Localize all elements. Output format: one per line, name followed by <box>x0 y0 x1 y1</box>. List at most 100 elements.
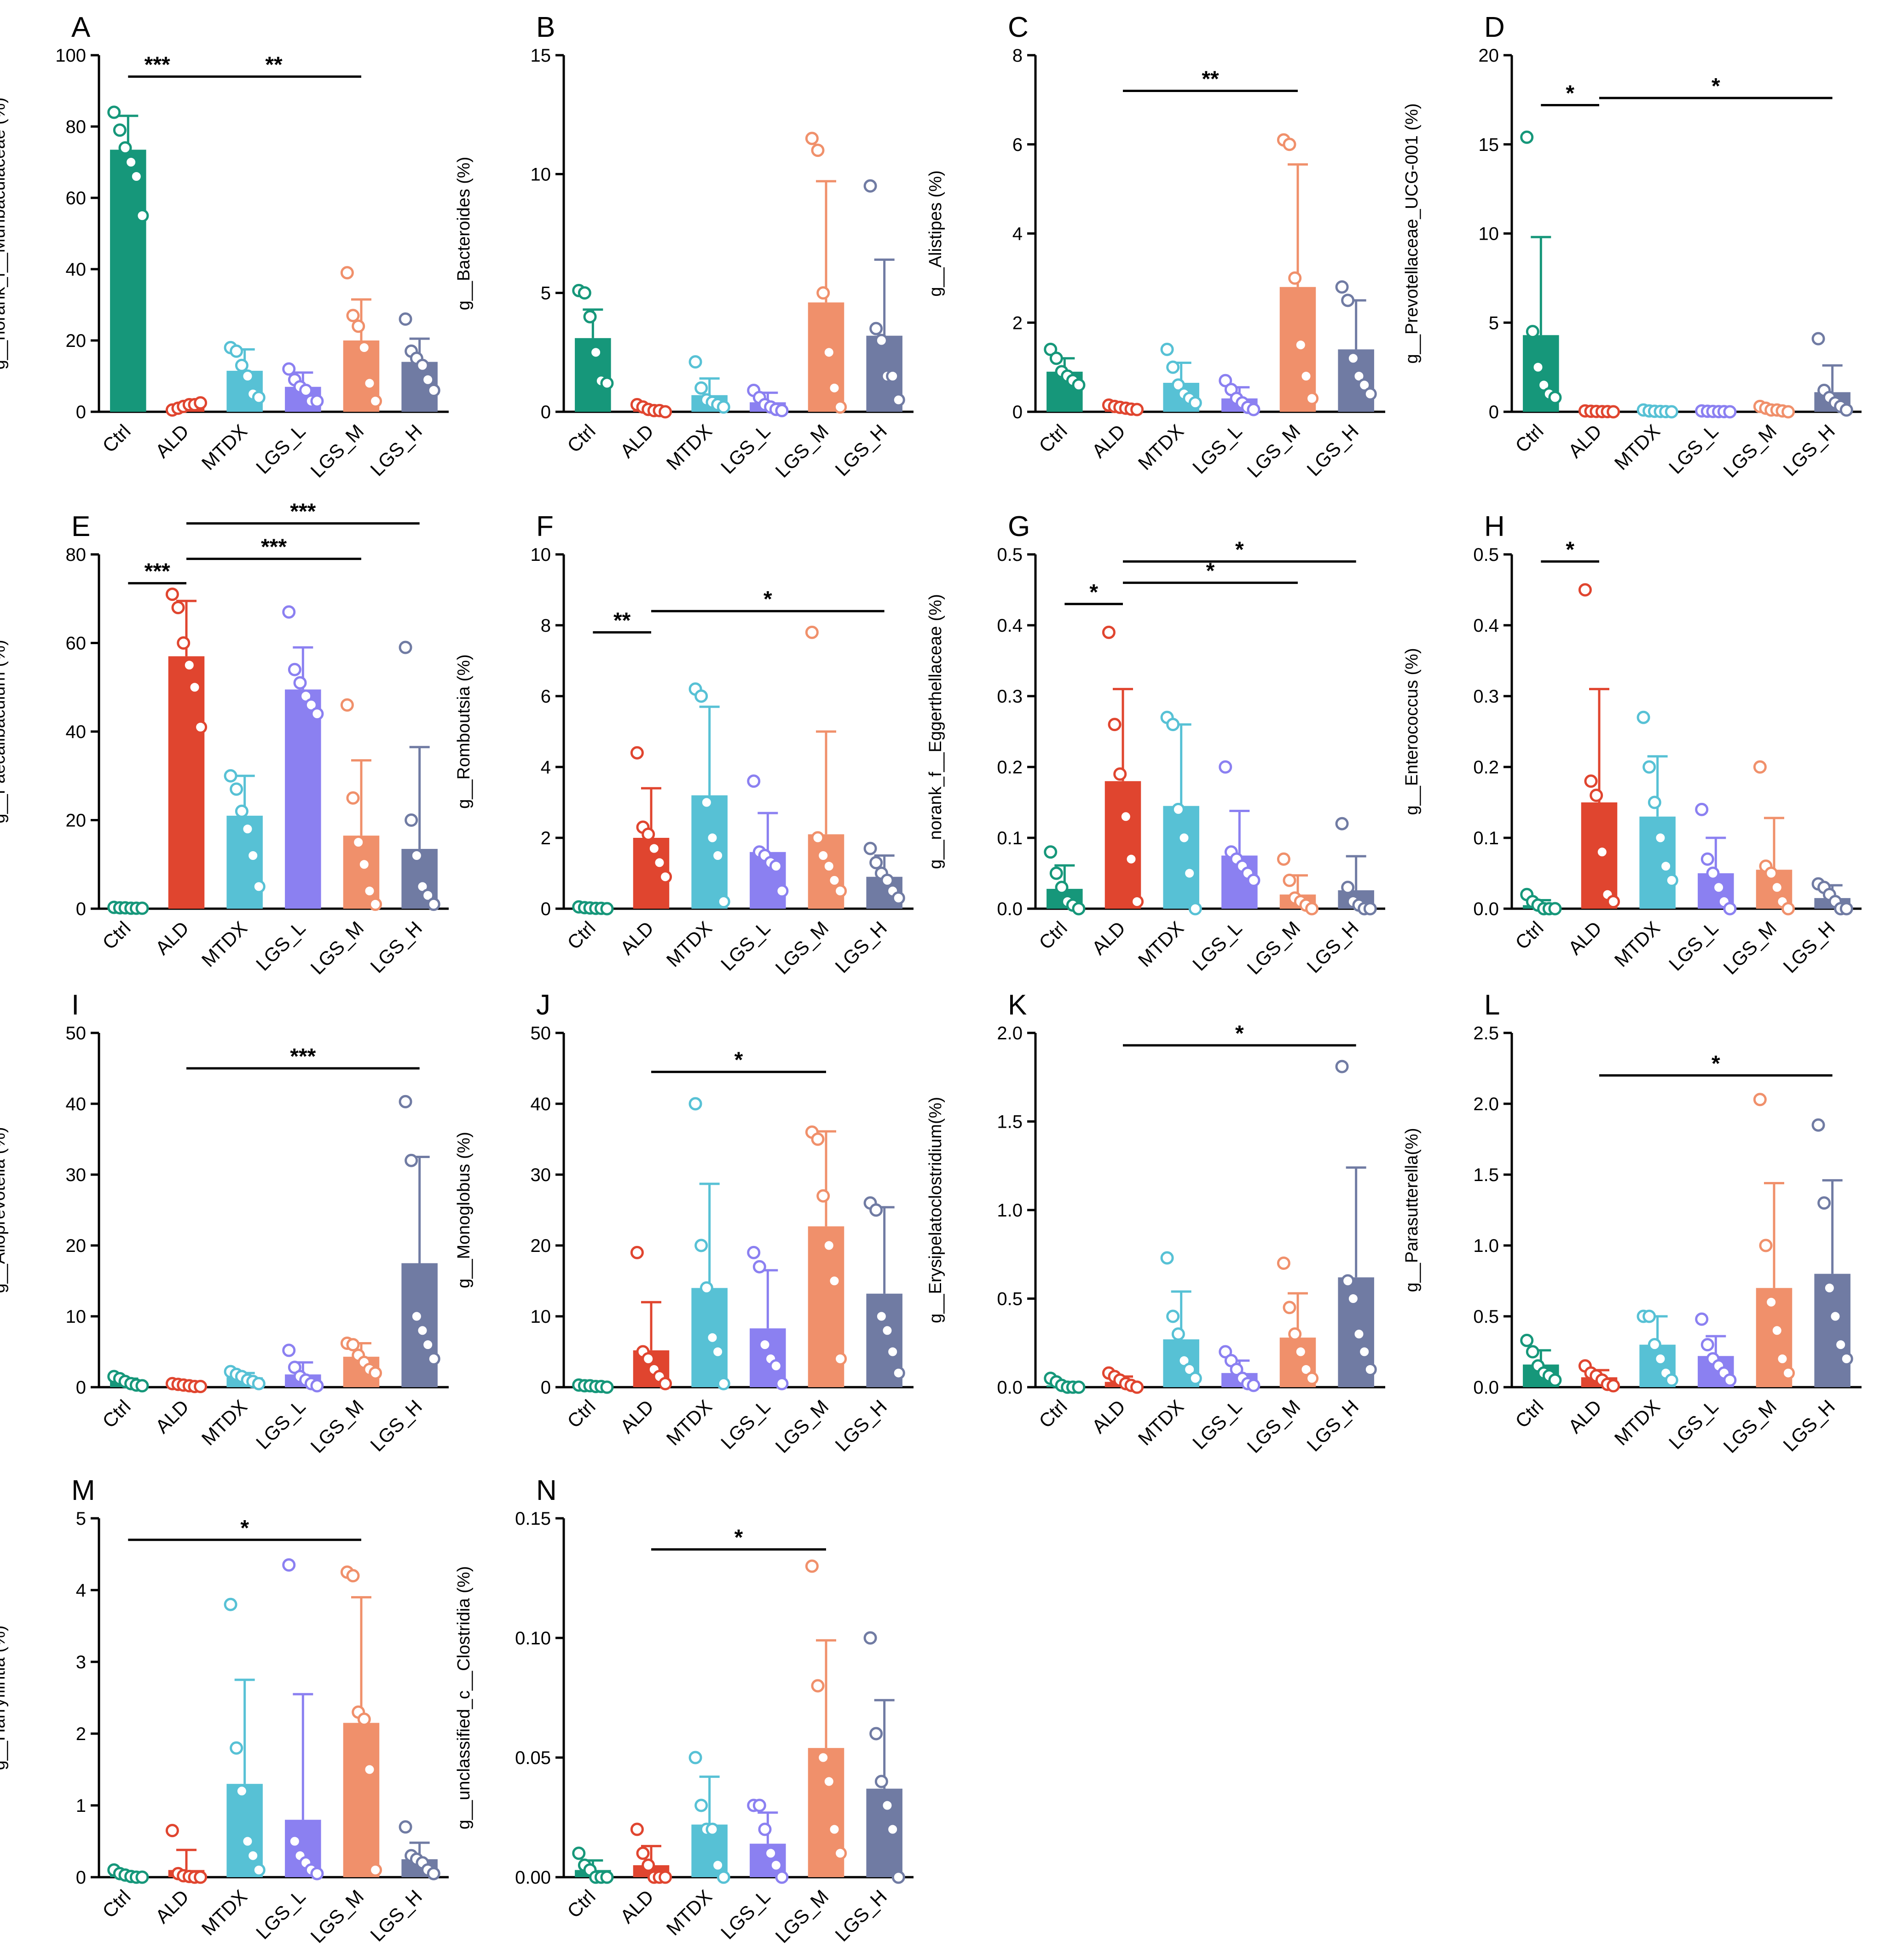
chart-k-y-tick-label: 1.0 <box>997 1200 1023 1221</box>
chart-j-data-point <box>827 1274 841 1288</box>
chart-h-data-point <box>1584 774 1598 788</box>
chart-i-data-point <box>399 1095 412 1108</box>
chart-g-data-point <box>1171 802 1185 816</box>
chart-a-y-tick-label: 40 <box>66 259 87 280</box>
chart-j: Jg__Monoglobus (%) 0 10 20 30 40 50 Ctrl ALD MTDX… <box>454 989 914 1457</box>
chart-f-data-point <box>769 859 783 873</box>
chart-c-data-point <box>1072 378 1086 392</box>
chart-f-data-point <box>827 873 841 887</box>
chart-k-data-point <box>1171 1327 1185 1341</box>
chart-l-x-tick-label: ALD <box>1564 1395 1606 1437</box>
chart-k-data-point <box>1072 1380 1086 1394</box>
chart-n-data-point <box>752 1799 766 1812</box>
chart-j-y-tick-label: 10 <box>531 1307 551 1327</box>
chart-k-data-point <box>1160 1251 1174 1265</box>
chart-h-data-point <box>1712 881 1726 894</box>
chart-b-data-point <box>816 286 830 300</box>
chart-l-data-point <box>1775 1352 1789 1366</box>
chart-a-x-tick-label: MTDX <box>197 420 251 474</box>
chart-f-data-point <box>811 831 825 845</box>
chart-h-data-point <box>1648 796 1661 809</box>
chart-d-y-tick-label: 5 <box>1489 313 1499 333</box>
chart-b-data-point <box>694 381 708 395</box>
chart-g-data-point <box>1305 902 1319 916</box>
chart-m-data-point <box>165 1824 179 1838</box>
chart-i-y-tick-label: 50 <box>66 1023 87 1043</box>
chart-n-x-tick-label: Ctrl <box>563 1885 599 1922</box>
chart-e-data-point <box>352 836 365 849</box>
chart-n-data-point <box>811 1679 825 1693</box>
chart-a-data-point <box>135 209 149 223</box>
chart-j-y-tick-label: 0 <box>541 1378 551 1398</box>
chart-l-data-point <box>1828 1309 1842 1323</box>
chart-m-data-point <box>357 1712 371 1726</box>
chart-g-x-tick-label: LGS_L <box>1188 917 1246 975</box>
chart-j-y-tick-label: 30 <box>531 1165 551 1185</box>
chart-i-x-tick-label: LGS_H <box>366 1395 426 1456</box>
chart-h: Hg__Enterococcus (%) 0.0 0.1 0.2 0.3 0.4 0.5 Ct… <box>1402 511 1862 979</box>
chart-k-data-point <box>1358 1345 1371 1359</box>
chart-e-x-tick-label: LGS_L <box>252 917 310 975</box>
chart-b-data-point <box>822 346 836 359</box>
chart-k-y-axis-label: g__Erysipelatoclostridium(%) <box>926 1097 945 1323</box>
chart-d-data-point <box>1811 332 1825 346</box>
chart-k-data-point <box>1335 1060 1349 1073</box>
chart-g-data-point <box>1108 718 1122 732</box>
chart-k-x-tick-label: LGS_H <box>1302 1395 1363 1456</box>
chart-l-data-point <box>1759 1239 1773 1252</box>
chart-g-data-point <box>1283 873 1296 887</box>
chart-c-y-tick-label: 4 <box>1012 224 1023 244</box>
chart-f-data-point <box>630 746 644 760</box>
chart-h-y-tick-label: 0.3 <box>1473 686 1499 707</box>
chart-l-data-point <box>1695 1312 1709 1326</box>
chart-h-data-point <box>1665 873 1678 887</box>
chart-h-data-point <box>1781 902 1795 916</box>
chart-l-data-point <box>1764 1295 1778 1309</box>
chart-m-data-point <box>230 1741 243 1755</box>
chart-j-data-point <box>775 1377 789 1390</box>
chart-n-data-point <box>833 1846 847 1860</box>
chart-k-data-point <box>1130 1380 1144 1394</box>
chart-l-data-point <box>1822 1281 1836 1295</box>
chart-e-data-point <box>304 698 318 712</box>
chart-k-y-tick-label: 1.5 <box>997 1112 1023 1132</box>
chart-g-significance-label: * <box>1235 537 1244 562</box>
chart-k-data-point <box>1219 1345 1232 1359</box>
chart-l-y-tick-label: 1.0 <box>1473 1236 1499 1256</box>
chart-b-data-point <box>578 286 591 300</box>
chart-g-y-tick-label: 0.0 <box>997 899 1023 919</box>
chart-c-y-tick-label: 6 <box>1012 135 1023 155</box>
chart-e-data-point <box>410 849 423 862</box>
chart-f-data-point <box>711 849 725 862</box>
chart-h-data-point <box>1642 760 1656 774</box>
chart-a-y-tick-label: 80 <box>66 117 87 137</box>
chart-n-data-point <box>827 1822 841 1836</box>
chart-d-y-axis-label: g__Prevotellaceae_UCG-001 (%) <box>1402 103 1422 363</box>
chart-m-data-point <box>369 1863 382 1877</box>
chart-e-data-point <box>171 601 185 614</box>
chart-i-x-tick-label: ALD <box>151 1395 193 1437</box>
chart-c-x-tick-label: LGS_M <box>1243 420 1304 482</box>
chart-j-x-tick-label: LGS_M <box>771 1395 833 1457</box>
chart-c-data-point <box>1219 374 1232 387</box>
chart-l-data-point <box>1834 1338 1848 1352</box>
chart-a-data-point <box>235 358 249 372</box>
chart-c-y-tick-label: 0 <box>1012 402 1023 422</box>
chart-c-data-point <box>1294 338 1307 352</box>
chart-b-x-tick-label: LGS_L <box>717 420 775 478</box>
chart-d-y-tick-label: 10 <box>1479 224 1499 244</box>
chart-b-data-point <box>863 179 877 193</box>
chart-j-x-tick-label: ALD <box>616 1395 658 1437</box>
chart-l-data-point <box>1526 1345 1539 1359</box>
chart-l-data-point <box>1548 1373 1562 1387</box>
chart-g-data-point <box>1113 767 1127 781</box>
chart-h-x-tick-label: ALD <box>1564 917 1606 959</box>
chart-f-data-point <box>700 796 713 809</box>
chart-f-data-point <box>833 884 847 898</box>
chart-f-data-point <box>822 859 836 873</box>
chart-i-y-tick-label: 20 <box>66 1236 87 1256</box>
chart-j-data-point <box>642 1352 655 1366</box>
chart-g-data-point <box>1277 852 1290 866</box>
